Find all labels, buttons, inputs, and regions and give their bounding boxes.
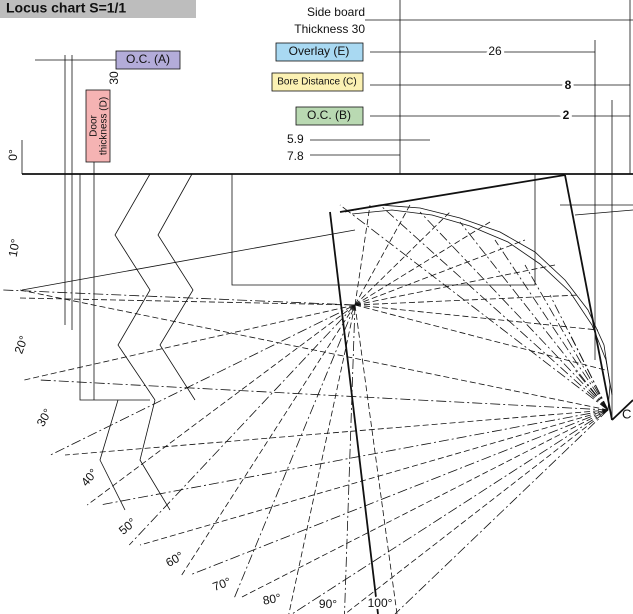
door-thickness-label: thickness (D) [99,97,110,155]
line [100,410,608,505]
line [355,205,370,305]
line [355,205,410,305]
overlay-label: Overlay (E) [289,44,350,58]
line [234,305,355,598]
offset-value: 7.8 [287,149,304,163]
locus-chart: Locus chart S=1/1 Side board Thickness 3… [0,0,633,614]
angle-label: 10° [6,238,23,258]
line [40,380,608,410]
line [355,305,397,614]
line [345,205,610,410]
line [355,305,605,370]
angle-label: 80° [262,591,283,608]
line [80,174,150,400]
line [345,410,608,614]
bore-value: 8 [565,78,572,92]
door-thickness-value: 30 [107,71,121,85]
angle-label: 60° [163,549,186,570]
angle-label: 30° [34,406,55,429]
angle-label: 20° [12,334,31,356]
angle-label: 70° [211,574,233,593]
line [355,295,580,305]
title: Locus chart S=1/1 [6,0,126,16]
line [129,305,355,545]
side-board-thickness: Thickness 30 [294,22,365,36]
angle-label: 40° [78,466,101,489]
line [232,174,535,285]
line [115,174,155,400]
line [565,175,612,420]
angle-label: 90° [319,597,337,611]
line [330,212,378,614]
line [158,174,195,400]
line [190,410,608,575]
bore-label: Bore Distance (C) [277,77,356,88]
line [51,305,356,455]
line [182,305,355,575]
overlay-value: 26 [488,44,502,58]
offset-value: 5.9 [287,132,304,146]
angle-label: 50° [116,515,139,538]
line [292,410,608,614]
line [65,410,608,455]
oc-a-label: O.C. (A) [126,52,170,66]
line [20,290,608,410]
line [24,305,355,380]
line [355,212,450,305]
line [140,400,170,510]
side-board: Side board [307,5,365,19]
oc-b-value: 2 [563,108,570,122]
line [575,210,633,215]
angle-label: 100° [368,596,393,610]
line [420,212,608,410]
oc-b-label: O.C. (B) [307,108,351,122]
line [352,210,612,395]
corner-label: C [622,406,631,421]
line [340,205,608,410]
angle-labels: 0° 10° 20° 30° 40° 50° 60° 70° 80° 90° 100° [6,149,393,611]
angle-label: 0° [6,149,20,161]
line [240,410,608,598]
line [100,400,125,510]
